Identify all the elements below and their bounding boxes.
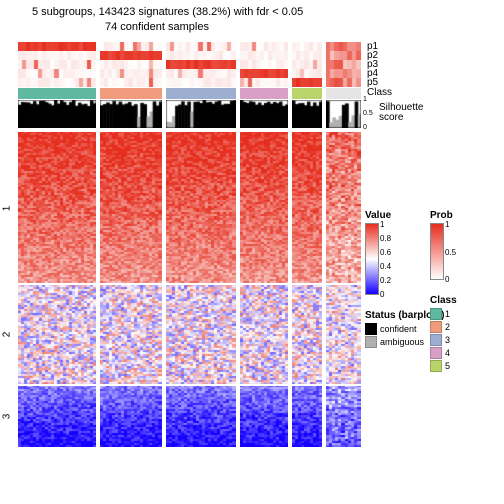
silhouette-col3 (240, 100, 288, 128)
class-band-col3 (240, 88, 288, 99)
silhouette-col0 (18, 100, 96, 128)
silhouette-col4 (292, 100, 322, 128)
prob-row-p4-col2 (166, 69, 236, 78)
prob-row-p4-col0 (18, 69, 96, 78)
prob-row-p1-col5 (326, 42, 361, 51)
class-band-col0 (18, 88, 96, 99)
row-section-2: 2 (1, 331, 12, 337)
plabel-class: Class (367, 87, 392, 98)
silhouette-col5 (326, 100, 361, 128)
prob-row-p4-col4 (292, 69, 322, 78)
prob-row-p1-col1 (100, 42, 162, 51)
prob-row-p2-col2 (166, 51, 236, 60)
legend-value: Value10.80.60.40.20 (365, 210, 391, 295)
prob-row-p2-col4 (292, 51, 322, 60)
heatmap-col1 (100, 132, 162, 447)
legend-prob: Prob10.50 (430, 210, 453, 280)
legend-class: Class12345 (430, 295, 457, 373)
class-band-col2 (166, 88, 236, 99)
silhouette-col2 (166, 100, 236, 128)
prob-row-p5-col3 (240, 78, 288, 87)
prob-row-p5-col1 (100, 78, 162, 87)
prob-row-p5-col2 (166, 78, 236, 87)
row-break-1 (18, 384, 361, 386)
prob-row-p3-col0 (18, 60, 96, 69)
heatmap-col3 (240, 132, 288, 447)
prob-row-p2-col1 (100, 51, 162, 60)
prob-row-p4-col5 (326, 69, 361, 78)
prob-row-p4-col1 (100, 69, 162, 78)
heatmap-col2 (166, 132, 236, 447)
heatmap-col5 (326, 132, 361, 447)
prob-row-p3-col2 (166, 60, 236, 69)
class-band-col4 (292, 88, 322, 99)
class-band-col1 (100, 88, 162, 99)
prob-row-p1-col2 (166, 42, 236, 51)
row-break-0 (18, 283, 361, 285)
prob-row-p3-col5 (326, 60, 361, 69)
prob-row-p1-col0 (18, 42, 96, 51)
sil-tick-1: 1 (363, 96, 367, 103)
title-line2: 74 confident samples (105, 21, 209, 33)
prob-row-p2-col3 (240, 51, 288, 60)
silhouette-col1 (100, 100, 162, 128)
heatmap-col4 (292, 132, 322, 447)
sil-tick-0: 0 (363, 124, 367, 131)
prob-row-p2-col5 (326, 51, 361, 60)
class-band-col5 (326, 88, 361, 99)
plabel-score: score (379, 112, 403, 123)
prob-row-p1-col4 (292, 42, 322, 51)
prob-row-p1-col3 (240, 42, 288, 51)
sil-tick-0.5: 0.5 (363, 110, 373, 117)
prob-row-p5-col4 (292, 78, 322, 87)
row-section-3: 3 (1, 413, 12, 419)
prob-row-p5-col0 (18, 78, 96, 87)
prob-row-p4-col3 (240, 69, 288, 78)
row-section-1: 1 (1, 205, 12, 211)
title-line1: 5 subgroups, 143423 signatures (38.2%) w… (32, 6, 303, 18)
prob-row-p3-col4 (292, 60, 322, 69)
prob-row-p3-col3 (240, 60, 288, 69)
prob-row-p3-col1 (100, 60, 162, 69)
heatmap-col0 (18, 132, 96, 447)
prob-row-p2-col0 (18, 51, 96, 60)
prob-row-p5-col5 (326, 78, 361, 87)
